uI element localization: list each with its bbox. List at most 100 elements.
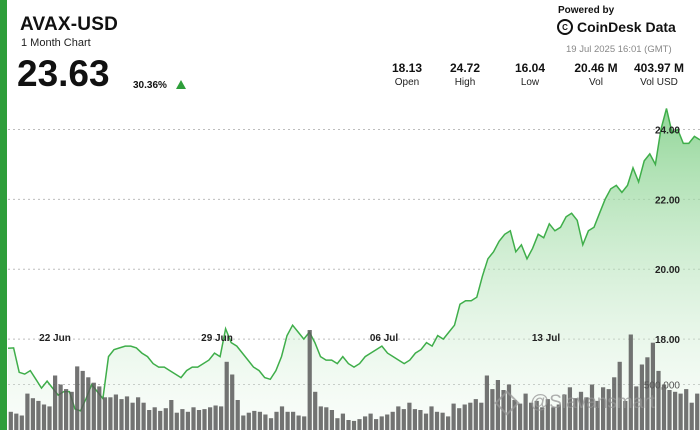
volume-bar — [407, 402, 412, 430]
volume-bar — [429, 406, 434, 430]
chart-title: AVAX-USD — [20, 14, 119, 35]
watermark: @Slavansmart — [494, 390, 655, 416]
volume-bar — [578, 391, 584, 430]
stat-open-label: Open — [394, 77, 420, 88]
volume-bar — [130, 402, 135, 430]
volume-bar — [14, 413, 19, 430]
volume-bar — [36, 400, 41, 430]
price-change-percent: 30.36% — [133, 80, 167, 91]
volume-bar — [545, 399, 550, 430]
volume-bar — [174, 412, 179, 430]
price-line — [7, 108, 700, 412]
volume-bar — [274, 411, 279, 430]
volume-bar — [446, 416, 451, 430]
volume-bar — [41, 404, 47, 430]
volume-bar — [689, 402, 694, 430]
volume-bar — [385, 414, 390, 430]
stat-high: 24.72 High — [430, 61, 500, 88]
coindesk-logo-icon: C — [557, 19, 573, 35]
volume-bar — [661, 384, 667, 430]
accent-bar — [0, 0, 7, 430]
volume-bar — [667, 390, 672, 430]
volume-bar — [606, 389, 611, 430]
volume-bar — [617, 361, 622, 430]
volume-bar — [64, 389, 69, 430]
volume-bar — [540, 407, 545, 430]
volume-bar — [623, 400, 628, 430]
volume-bar — [390, 411, 395, 430]
volume-bar — [534, 400, 539, 430]
volume-bar — [678, 393, 683, 430]
volume-bar — [601, 387, 606, 430]
y-tick-label: 22.00 — [655, 195, 680, 206]
volume-bar — [512, 400, 517, 430]
y-tick-label: 18.00 — [655, 335, 680, 346]
volume-bar — [589, 384, 595, 430]
volume-bar — [351, 420, 357, 430]
volume-bar — [8, 411, 13, 430]
powered-by-label: Powered by — [558, 5, 615, 16]
volume-bar — [285, 411, 290, 430]
volume-bar — [518, 403, 523, 430]
volume-bar — [551, 407, 556, 430]
volume-bar — [329, 410, 335, 430]
volume-bar — [324, 407, 329, 430]
volume-bar — [158, 410, 163, 430]
stat-vol-usd-value: 403.97 M — [633, 61, 685, 75]
volume-tick-label: 500,000 — [644, 381, 681, 392]
volume-bar — [113, 394, 119, 430]
volume-bar — [529, 402, 534, 430]
volume-bar — [25, 393, 30, 430]
current-price: 23.63 — [17, 53, 110, 94]
volume-bar — [75, 366, 80, 430]
stat-high-label: High — [454, 77, 476, 88]
up-arrow-icon — [176, 80, 186, 89]
volume-bar — [379, 416, 384, 430]
volume-bar — [196, 410, 202, 430]
stat-open-value: 18.13 — [391, 61, 423, 75]
volume-bar — [440, 412, 445, 430]
volume-bar — [401, 409, 406, 430]
volume-bar — [656, 370, 661, 430]
volume-bar — [628, 334, 633, 430]
volume-bar — [340, 413, 346, 430]
y-tick-label: 24.00 — [655, 125, 680, 136]
volume-bar — [451, 403, 456, 430]
stat-vol-usd: 403.97 M Vol USD — [624, 61, 694, 88]
volume-bar — [202, 409, 207, 430]
stat-low-value: 16.04 — [514, 61, 546, 75]
volume-bar — [501, 390, 506, 430]
volume-bar — [462, 404, 467, 430]
x-tick-label: 22 Jun — [39, 333, 71, 344]
volume-bar — [208, 407, 213, 430]
chart-subtitle: 1 Month Chart — [21, 37, 91, 49]
volume-bar — [584, 397, 589, 430]
timestamp: 19 Jul 2025 16:01 (GMT) — [566, 44, 672, 55]
volume-bar — [136, 397, 141, 430]
brand-logo: C CoinDesk Data — [557, 19, 676, 35]
volume-bar — [567, 387, 573, 430]
volume-bar — [313, 391, 318, 430]
volume-bar — [230, 374, 235, 430]
volume-bar — [224, 361, 229, 430]
volume-bar — [219, 406, 224, 430]
volume-bar — [695, 393, 700, 430]
volume-bar — [58, 384, 63, 430]
volume-bar — [141, 402, 146, 430]
volume-bar — [86, 377, 91, 430]
volume-bar — [523, 393, 528, 430]
volume-bar — [246, 412, 251, 430]
volume-bar — [346, 420, 351, 430]
volume-bar — [684, 389, 689, 430]
volume-bar — [595, 400, 600, 430]
x-tick-label: 29 Jun — [201, 333, 233, 344]
volume-bar — [53, 375, 58, 430]
volume-bar — [573, 398, 578, 430]
volume-bar — [80, 370, 85, 430]
volume-bar — [268, 418, 274, 430]
stat-low: 16.04 Low — [495, 61, 565, 88]
volume-bar — [357, 419, 362, 430]
stat-low-label: Low — [520, 77, 540, 88]
volume-bar — [69, 391, 74, 430]
